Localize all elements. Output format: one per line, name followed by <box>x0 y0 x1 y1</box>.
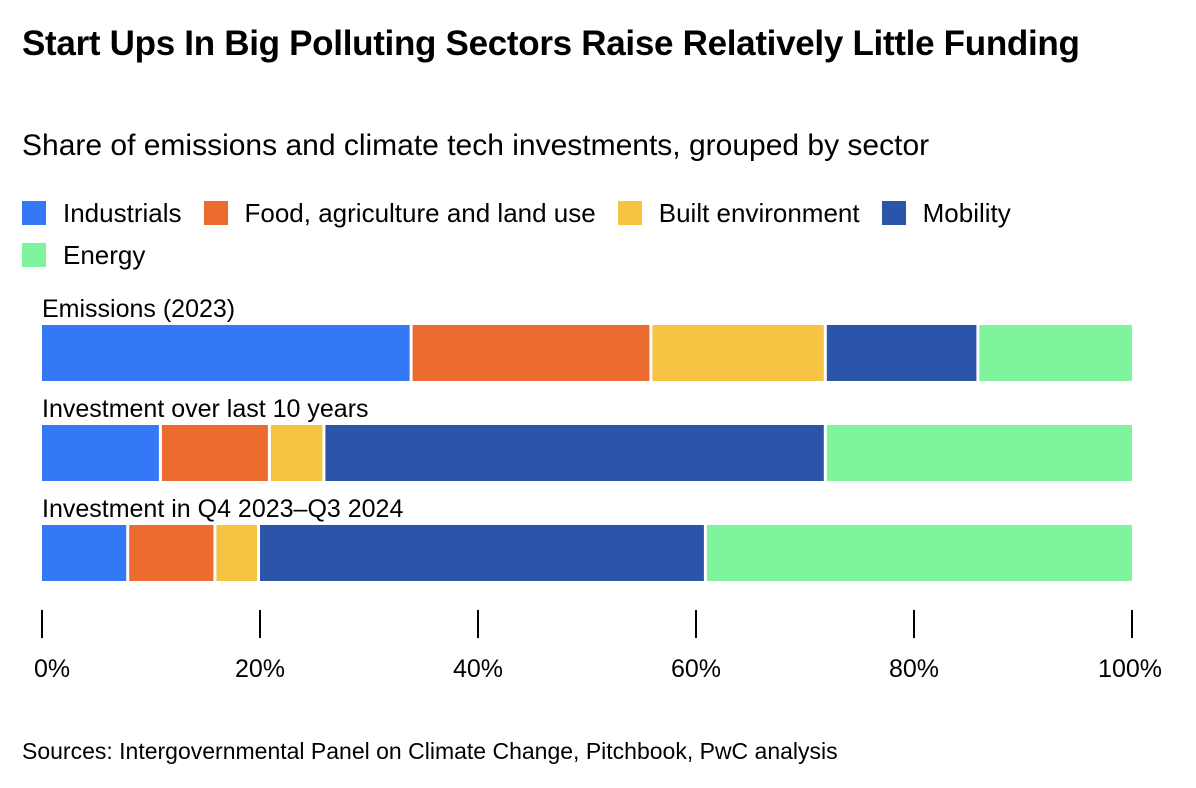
bar-segment <box>412 325 650 381</box>
bar-segment <box>325 425 824 481</box>
bar-segment <box>42 425 159 481</box>
bar-segment <box>161 425 268 481</box>
legend-label: Energy <box>63 240 146 270</box>
legend-swatch <box>881 201 906 225</box>
category-label: Investment in Q4 2023–Q3 2024 <box>42 495 403 523</box>
x-tick-label: 100% <box>1098 655 1162 683</box>
legend-item: Industrials <box>22 198 182 228</box>
source-note: Sources: Intergovernmental Panel on Clim… <box>22 738 838 764</box>
legend-swatch <box>22 243 46 267</box>
bar-segment <box>270 425 323 481</box>
legend-label: Built environment <box>658 198 860 228</box>
legend-swatch <box>203 201 228 225</box>
legend-item: Energy <box>22 240 145 270</box>
legend-item: Food, agriculture and land use <box>203 198 596 228</box>
legend: Industrials Food, agriculture and land us… <box>22 198 1172 270</box>
bar-segment <box>129 525 214 581</box>
bar-segment <box>216 525 257 581</box>
legend-label: Mobility <box>922 198 1011 228</box>
bar-segment <box>42 525 127 581</box>
x-tick-label: 40% <box>453 655 503 683</box>
category-label: Emissions (2023) <box>42 295 235 323</box>
x-tick-label: 0% <box>34 655 70 683</box>
legend-swatch <box>617 201 642 225</box>
legend-swatch <box>22 201 46 225</box>
legend-label: Food, agriculture and land use <box>244 198 596 228</box>
legend-label: Industrials <box>63 198 182 228</box>
bar-segment <box>706 525 1132 581</box>
bar-segment <box>42 325 410 381</box>
legend-item: Built environment <box>617 198 860 228</box>
legend-item: Mobility <box>881 198 1011 228</box>
bar-segment <box>260 525 704 581</box>
x-tick-label: 60% <box>671 655 721 683</box>
chart-title: Start Ups In Big Polluting Sectors Raise… <box>22 24 1080 63</box>
x-tick-label: 20% <box>235 655 285 683</box>
bar-segment <box>979 325 1132 381</box>
bar-segment <box>826 325 977 381</box>
chart-plot: Emissions (2023) Investment over last 10 … <box>34 295 1162 683</box>
x-tick-label: 80% <box>889 655 939 683</box>
category-label: Investment over last 10 years <box>42 395 369 423</box>
chart-subtitle: Share of emissions and climate tech inve… <box>22 129 930 162</box>
bar-segment <box>826 425 1132 481</box>
bar-segment <box>652 325 824 381</box>
